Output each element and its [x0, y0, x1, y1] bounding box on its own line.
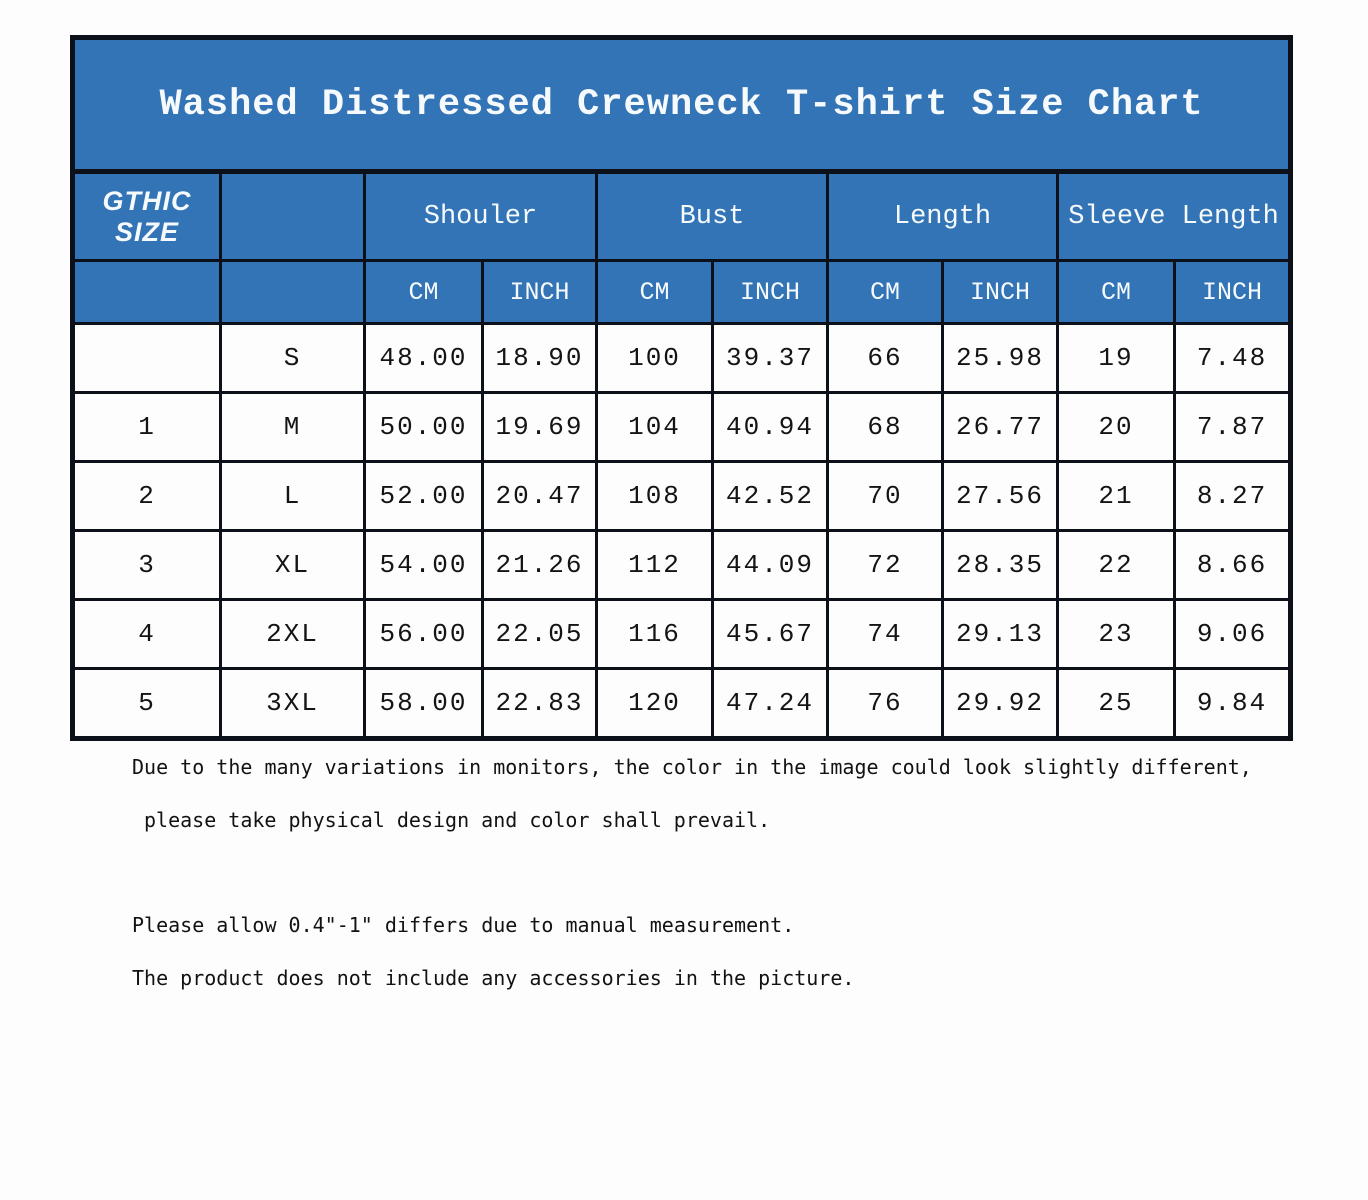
- empty-unit-cell: [219, 259, 366, 325]
- column-group-header-row: GTHIC SIZE Shouler Bust Length Sleeve Le…: [71, 170, 1293, 262]
- empty-unit-cell: [71, 259, 222, 325]
- column-group-bust: Bust: [595, 170, 829, 262]
- table-cell: 3: [71, 529, 222, 601]
- unit-header-cell: CM: [1056, 259, 1176, 325]
- note-accessories-disclaimer: The product does not include any accesso…: [132, 966, 855, 990]
- table-cell: 1: [71, 391, 222, 463]
- table-cell: 20.47: [481, 460, 598, 532]
- unit-header-cell: CM: [363, 259, 484, 325]
- table-cell: 40.94: [711, 391, 829, 463]
- table-cell: 20: [1056, 391, 1176, 463]
- table-cell: 25.98: [941, 322, 1059, 394]
- note-measurement-tolerance: Please allow 0.4"-1" differs due to manu…: [132, 913, 795, 937]
- table-row: 1 M 50.00 19.69 104 40.94 68 26.77 20 7.…: [71, 391, 1293, 463]
- table-cell: 58.00: [363, 667, 484, 740]
- table-cell: 100: [595, 322, 714, 394]
- table-cell: 48.00: [363, 322, 484, 394]
- column-group-length: Length: [826, 170, 1059, 262]
- table-cell: 9.84: [1172, 667, 1293, 740]
- column-group-shoulder: Shouler: [363, 170, 598, 262]
- table-cell: 112: [595, 529, 714, 601]
- table-cell: 39.37: [711, 322, 829, 394]
- note-monitor-color-line2: please take physical design and color sh…: [144, 808, 771, 832]
- table-cell: L: [219, 460, 366, 532]
- table-cell: 42.52: [711, 460, 829, 532]
- table-cell: 4: [71, 598, 222, 670]
- table-row: 4 2XL 56.00 22.05 116 45.67 74 29.13 23 …: [71, 598, 1293, 670]
- size-chart-title: Washed Distressed Crewneck T-shirt Size …: [70, 36, 1293, 174]
- table-cell: 22: [1056, 529, 1176, 601]
- table-row: 5 3XL 58.00 22.83 120 47.24 76 29.92 25 …: [71, 667, 1293, 740]
- brand-size-label: GTHIC SIZE: [71, 170, 222, 262]
- table-cell: XL: [219, 529, 366, 601]
- table-cell: 22.83: [481, 667, 598, 740]
- table-cell: 120: [595, 667, 714, 740]
- table-cell: 2XL: [219, 598, 366, 670]
- table-cell: [71, 322, 222, 394]
- table-cell: S: [219, 322, 366, 394]
- size-chart-table: Washed Distressed Crewneck T-shirt Size …: [70, 35, 1294, 741]
- table-row: S 48.00 18.90 100 39.37 66 25.98 19 7.48: [71, 322, 1293, 394]
- table-cell: 18.90: [481, 322, 598, 394]
- unit-header-row: CM INCH CM INCH CM INCH CM INCH: [71, 259, 1293, 325]
- table-cell: 2: [71, 460, 222, 532]
- table-cell: 74: [826, 598, 944, 670]
- table-cell: 3XL: [219, 667, 366, 740]
- unit-header-cell: INCH: [1172, 259, 1293, 325]
- table-cell: 108: [595, 460, 714, 532]
- table-cell: 28.35: [941, 529, 1059, 601]
- table-cell: 19: [1056, 322, 1176, 394]
- unit-header-cell: CM: [826, 259, 944, 325]
- table-cell: 19.69: [481, 391, 598, 463]
- table-cell: 21: [1056, 460, 1176, 532]
- column-group-sleeve-length: Sleeve Length: [1055, 170, 1293, 262]
- table-cell: 104: [595, 391, 714, 463]
- table-cell: 9.06: [1172, 598, 1293, 670]
- table-cell: 116: [595, 598, 714, 670]
- table-cell: 52.00: [363, 460, 484, 532]
- table-cell: 5: [71, 667, 222, 740]
- unit-header-cell: INCH: [711, 259, 829, 325]
- table-cell: 22.05: [481, 598, 598, 670]
- table-cell: 45.67: [711, 598, 829, 670]
- unit-header-cell: INCH: [481, 259, 598, 325]
- table-cell: 23: [1056, 598, 1176, 670]
- table-cell: 7.48: [1172, 322, 1293, 394]
- table-cell: 26.77: [941, 391, 1059, 463]
- unit-header-cell: INCH: [941, 259, 1059, 325]
- table-cell: 50.00: [363, 391, 484, 463]
- table-cell: 47.24: [711, 667, 829, 740]
- table-cell: 76: [826, 667, 944, 740]
- table-cell: 54.00: [363, 529, 484, 601]
- table-row: 2 L 52.00 20.47 108 42.52 70 27.56 21 8.…: [71, 460, 1293, 532]
- table-cell: 70: [826, 460, 944, 532]
- table-cell: 66: [826, 322, 944, 394]
- table-cell: 72: [826, 529, 944, 601]
- unit-header-cell: CM: [595, 259, 714, 325]
- table-cell: 7.87: [1172, 391, 1293, 463]
- table-cell: M: [219, 391, 366, 463]
- table-cell: 29.92: [941, 667, 1059, 740]
- table-cell: 27.56: [941, 460, 1059, 532]
- note-monitor-color-line1: Due to the many variations in monitors, …: [132, 755, 1252, 779]
- table-cell: 21.26: [481, 529, 598, 601]
- table-cell: 56.00: [363, 598, 484, 670]
- table-cell: 29.13: [941, 598, 1059, 670]
- table-cell: 8.27: [1172, 460, 1293, 532]
- table-row: 3 XL 54.00 21.26 112 44.09 72 28.35 22 8…: [71, 529, 1293, 601]
- table-cell: 8.66: [1172, 529, 1293, 601]
- table-cell: 25: [1056, 667, 1176, 740]
- table-cell: 44.09: [711, 529, 829, 601]
- empty-header-cell: [219, 170, 366, 262]
- table-cell: 68: [826, 391, 944, 463]
- title-row: Washed Distressed Crewneck T-shirt Size …: [70, 36, 1293, 174]
